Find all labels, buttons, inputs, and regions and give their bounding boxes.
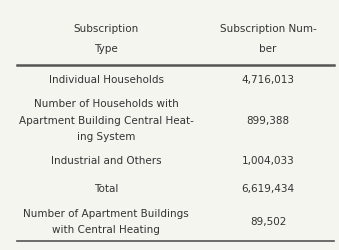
Text: ber: ber <box>259 44 277 53</box>
Text: Number of Apartment Buildings: Number of Apartment Buildings <box>23 208 189 218</box>
Text: Subscription: Subscription <box>74 24 139 34</box>
Text: Subscription Num-: Subscription Num- <box>220 24 316 34</box>
Text: Type: Type <box>94 44 118 53</box>
Text: 4,716,013: 4,716,013 <box>241 74 295 84</box>
Text: Apartment Building Central Heat-: Apartment Building Central Heat- <box>19 115 194 125</box>
Text: Individual Households: Individual Households <box>49 74 164 84</box>
Text: Total: Total <box>94 183 118 193</box>
Text: 899,388: 899,388 <box>246 115 290 125</box>
Text: with Central Heating: with Central Heating <box>52 224 160 234</box>
Text: ing System: ing System <box>77 131 135 141</box>
Text: Number of Households with: Number of Households with <box>34 99 179 109</box>
Text: 89,502: 89,502 <box>250 216 286 226</box>
Text: 1,004,033: 1,004,033 <box>242 156 294 166</box>
Text: 6,619,434: 6,619,434 <box>241 183 295 193</box>
Text: Industrial and Others: Industrial and Others <box>51 156 161 166</box>
